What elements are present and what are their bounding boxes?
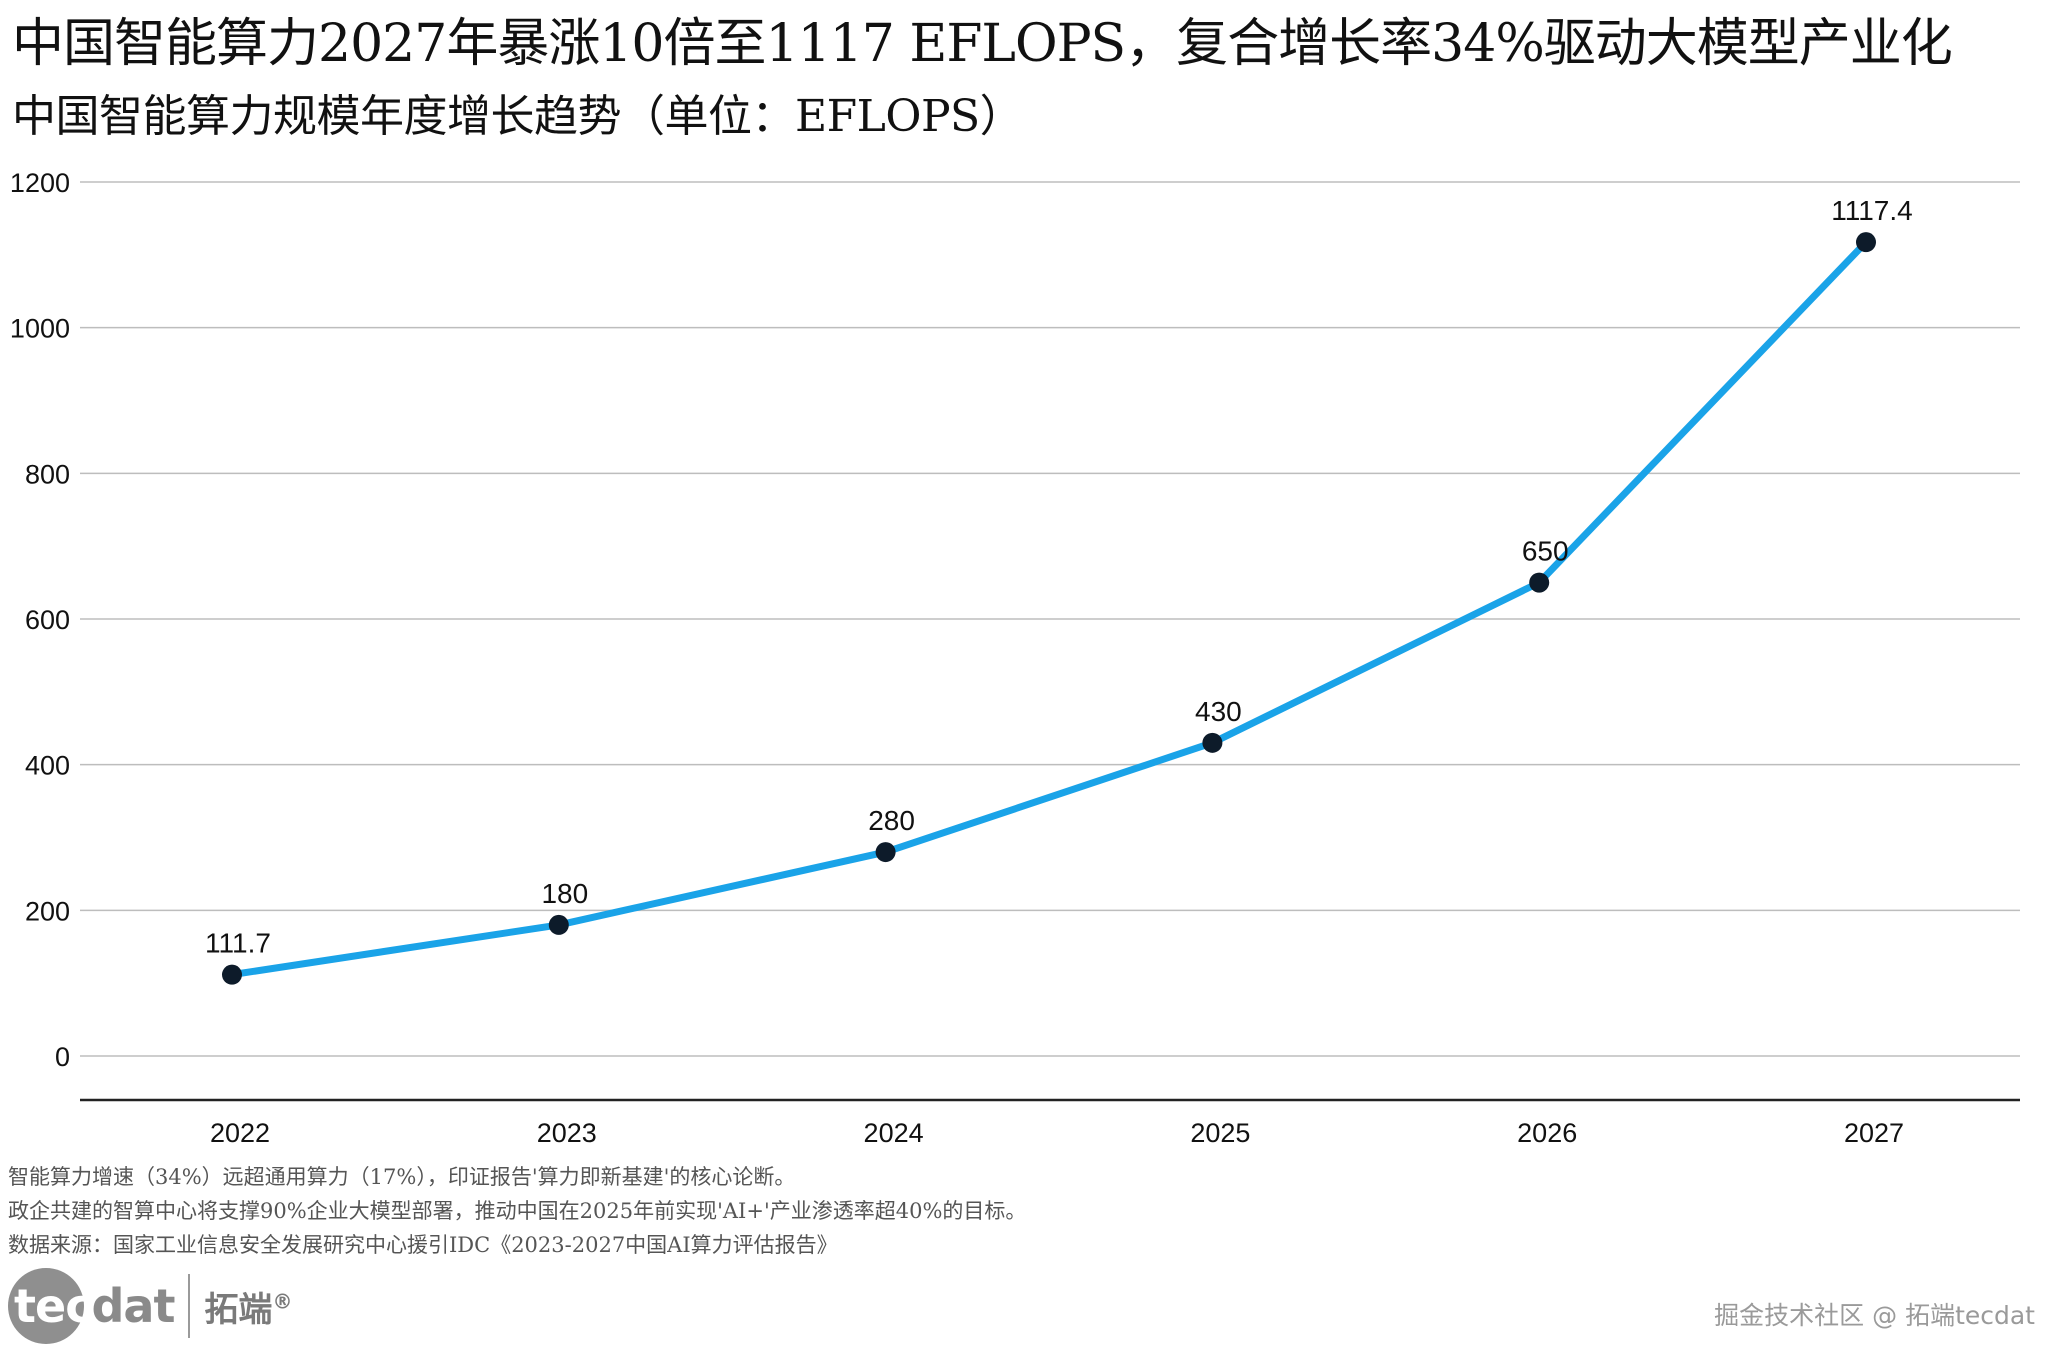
- registered-mark: ®: [272, 1289, 293, 1314]
- brand-logo-area: tecdat 拓端®: [8, 1266, 292, 1346]
- x-tick-label: 2024: [864, 1118, 924, 1148]
- note-source: 数据来源：国家工业信息安全发展研究中心援引IDC《2023-2027中国AI算力…: [8, 1233, 838, 1257]
- x-tick-label: 2022: [210, 1118, 270, 1148]
- x-tick-label: 2023: [537, 1118, 597, 1148]
- x-tick-label: 2026: [1517, 1118, 1577, 1148]
- y-tick-label: 200: [25, 896, 70, 926]
- chart-subtitle: 中国智能算力规模年度增长趋势（单位：EFLOPS）: [12, 91, 1024, 142]
- data-label: 111.7: [205, 928, 271, 959]
- data-label: 650: [1522, 536, 1569, 567]
- logo-circle: [8, 1268, 84, 1344]
- y-tick-label: 0: [55, 1042, 70, 1072]
- data-label: 430: [1195, 696, 1242, 727]
- brand-name: 拓端®: [204, 1282, 292, 1331]
- brand-divider: [188, 1274, 191, 1338]
- data-point: [1856, 232, 1876, 253]
- note-line-2: 政企共建的智算中心将支撑90%企业大模型部署，推动中国在2025年前实现'AI+…: [8, 1199, 1027, 1223]
- data-label: 180: [541, 878, 588, 909]
- y-tick-label: 600: [25, 605, 70, 635]
- data-label: 280: [868, 805, 915, 836]
- brand-name-text: 拓端: [204, 1289, 273, 1330]
- data-point: [875, 842, 896, 863]
- data-point: [222, 964, 242, 985]
- line-chart: 0 200 400 600 800 1000 1200 2022 2023 2024 2025 202…: [10, 168, 2020, 1148]
- note-line-1: 智能算力增速（34%）远超通用算力（17%），印证报告'算力即新基建'的核心论断…: [8, 1165, 796, 1189]
- chart-notes: 智能算力增速（34%）远超通用算力（17%），印证报告'算力即新基建'的核心论断…: [8, 1160, 1026, 1262]
- data-point: [1202, 732, 1223, 753]
- y-tick-label: 400: [25, 751, 70, 781]
- y-tick-label: 1200: [10, 168, 70, 198]
- x-tick-label: 2025: [1190, 1118, 1250, 1148]
- chart-headline: 中国智能算力2027年暴涨10倍至1117 EFLOPS，复合增长率34%驱动大…: [12, 14, 1953, 74]
- tecdat-logo: tecdat: [8, 1266, 175, 1346]
- logo-tec: tec: [14, 1279, 92, 1333]
- x-tick-label: 2027: [1844, 1118, 1904, 1148]
- y-tick-label: 800: [25, 459, 70, 489]
- series-line: [228, 238, 1870, 979]
- data-label: 1117.4: [1831, 195, 1912, 226]
- logo-wordmark: tecdat: [8, 1279, 175, 1333]
- y-tick-label: 1000: [10, 314, 70, 344]
- data-point: [548, 914, 569, 935]
- watermark: 掘金技术社区 @ 拓端tecdat: [1714, 1301, 2035, 1330]
- data-point: [1529, 572, 1550, 593]
- logo-dat: dat: [91, 1279, 175, 1333]
